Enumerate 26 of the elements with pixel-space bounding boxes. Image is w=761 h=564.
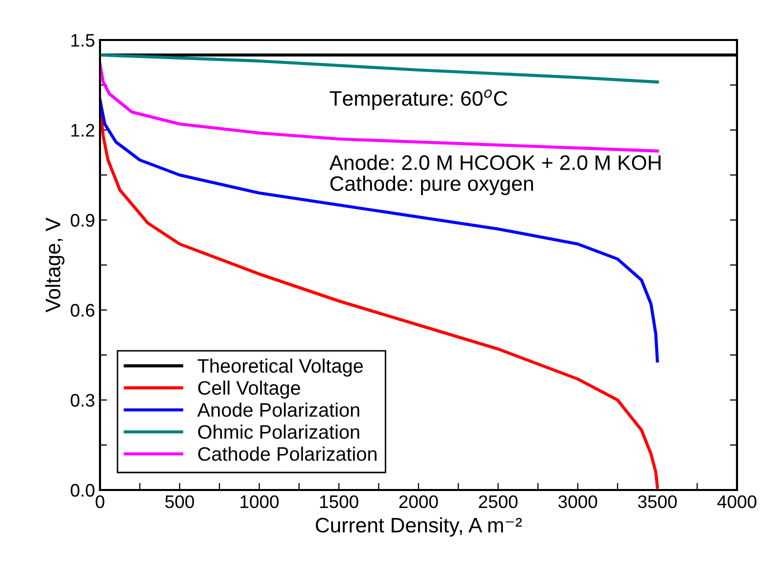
x-tick-label: 2500 [478, 495, 518, 508]
y-axis-title: Voltage, V [45, 218, 64, 312]
line-series [100, 62, 659, 153]
x-tick-label: 4000 [717, 495, 756, 508]
legend-label: Theoretical Voltage [198, 358, 363, 377]
legend-label: Cathode Polarization [198, 446, 376, 461]
x-tick-label: 1000 [240, 495, 279, 508]
x-tick-label: 3000 [558, 495, 598, 508]
y-tick-label: 0.9 [70, 214, 94, 227]
annotation: Temperature: 60$^{o}$C [330, 90, 508, 110]
y-tick-label: 1.2 [71, 124, 94, 137]
line-series [100, 53, 659, 84]
x-tick-label: 0 [96, 495, 104, 508]
legend-label: Cell Voltage [198, 380, 300, 399]
y-tick-label: 0.0 [70, 484, 94, 497]
x-tick-label: 3500 [638, 495, 677, 508]
y-tick-label: 0.3 [70, 394, 94, 407]
x-tick-label: 2000 [399, 495, 438, 508]
y-tick-label: 1.5 [71, 34, 94, 47]
legend-label: Anode Polarization [197, 402, 360, 417]
x-tick-label: 1500 [320, 495, 358, 508]
annotation: Anode: 2.0 M HCOOK + 2.0 M KOH Cathode: pure oxygen [329, 154, 661, 196]
x-tick-label: 500 [165, 495, 194, 508]
x-axis-title: Current Density, A m⁻² [316, 517, 522, 537]
legend-label: Ohmic Polarization [198, 424, 360, 439]
y-tick-label: 0.6 [70, 304, 94, 317]
